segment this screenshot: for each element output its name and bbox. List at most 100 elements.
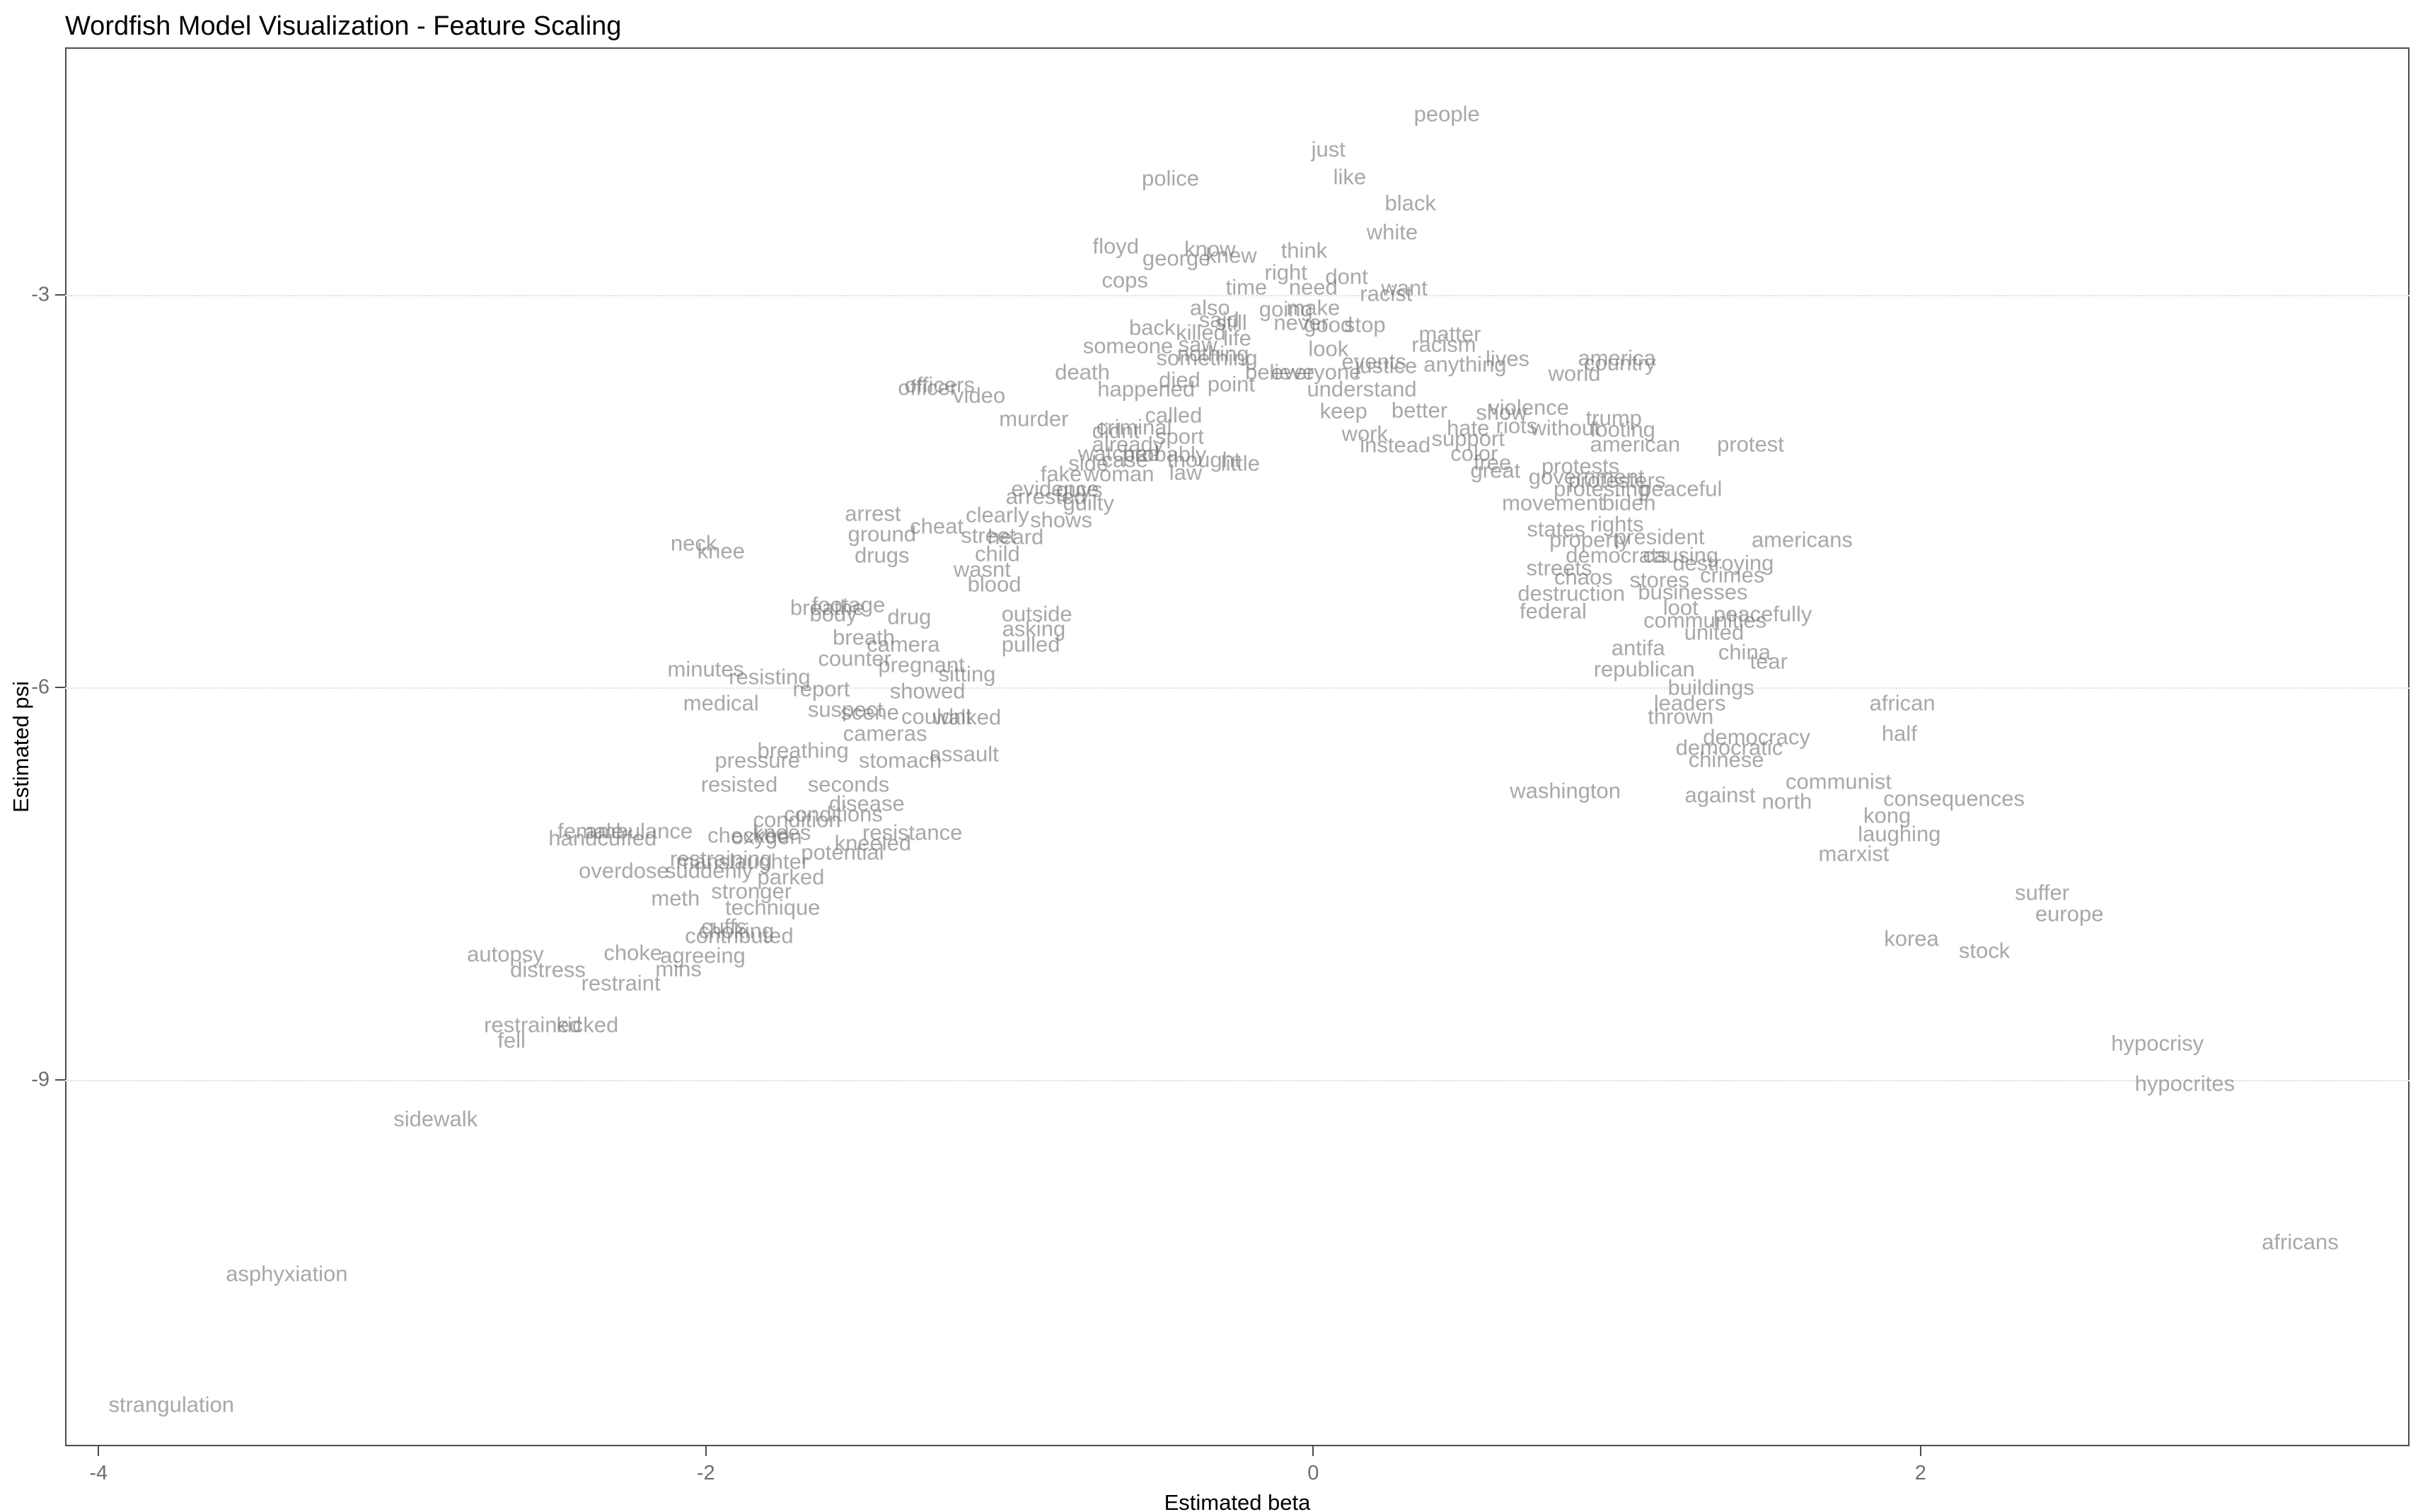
word-label: africans: [2262, 1229, 2339, 1255]
word-label: african: [1869, 690, 1936, 716]
word-label: fell: [497, 1028, 526, 1053]
word-label: overdose: [579, 858, 669, 883]
word-label: america: [1578, 345, 1656, 371]
word-label: watched: [1077, 441, 1160, 466]
word-label: laughing: [1858, 821, 1941, 847]
word-label: still: [1215, 310, 1247, 335]
word-label: restraint: [581, 970, 661, 996]
word-label: democracy: [1703, 724, 1810, 750]
word-label: point: [1207, 371, 1256, 397]
word-label: couldnt: [901, 704, 972, 729]
word-label: united: [1684, 620, 1745, 645]
word-label: think: [1280, 238, 1328, 263]
word-label: suddenly: [665, 858, 753, 883]
word-label: chaos: [1554, 564, 1613, 590]
word-label: camera: [867, 632, 940, 657]
word-label: life: [1223, 325, 1251, 351]
word-label: free: [1473, 450, 1512, 475]
word-label: george: [1142, 245, 1211, 271]
word-label: crimes: [1700, 562, 1765, 588]
word-label: handcuffed: [548, 825, 657, 851]
word-label: color: [1450, 441, 1498, 466]
word-label: against: [1684, 782, 1756, 808]
word-label: causing: [1643, 542, 1719, 568]
word-label: knee: [697, 538, 745, 564]
word-label: without: [1530, 415, 1600, 441]
word-label: believe: [1244, 359, 1315, 385]
word-label: show: [1476, 400, 1527, 425]
word-label: resistance: [862, 820, 963, 845]
word-label: disease: [828, 791, 905, 816]
word-label: assault: [929, 741, 999, 767]
word-label: counter: [818, 646, 891, 671]
word-label: just: [1311, 136, 1346, 162]
word-label: conditions: [784, 801, 883, 827]
word-label: europe: [2035, 901, 2104, 926]
word-label: choke: [603, 940, 663, 965]
word-label: pregnant: [878, 652, 965, 678]
word-label: already: [1092, 431, 1164, 457]
word-label: medical: [683, 690, 759, 716]
word-label: going: [1259, 296, 1313, 322]
y-tick-mark: [55, 293, 65, 296]
word-label: said: [1198, 307, 1239, 332]
word-label: world: [1548, 361, 1601, 386]
x-tick-mark: [705, 1446, 707, 1456]
word-label: cheat: [910, 513, 964, 539]
word-label: contributed: [685, 923, 794, 948]
word-label: sport: [1155, 424, 1204, 449]
word-label: breathe: [789, 595, 865, 620]
word-label: half: [1881, 721, 1917, 746]
word-label: distress: [510, 957, 586, 982]
word-label: guilty: [1063, 490, 1114, 516]
word-label: instead: [1360, 432, 1431, 458]
word-label: restrained: [484, 1012, 582, 1037]
word-label: little: [1220, 450, 1260, 476]
word-label: footage: [811, 592, 886, 617]
word-label: stomach: [858, 748, 942, 773]
word-label: understand: [1307, 376, 1417, 402]
word-label: asking: [1002, 616, 1066, 641]
word-label: resisting: [729, 664, 811, 690]
word-label: back: [1129, 315, 1176, 340]
word-label: something: [1156, 345, 1258, 371]
word-label: dont: [1325, 264, 1368, 289]
word-label: businesses: [1638, 579, 1748, 605]
word-label: violence: [1488, 395, 1569, 420]
word-label: protesting: [1554, 476, 1650, 501]
word-label: breath: [833, 624, 895, 650]
word-label: make: [1286, 295, 1341, 320]
word-label: country: [1584, 350, 1656, 376]
word-label: drug: [887, 604, 932, 629]
word-label: restraining: [669, 846, 773, 871]
word-label: agreeing: [660, 943, 746, 968]
word-label: biden: [1602, 490, 1656, 516]
y-axis-title: Estimated psi: [8, 680, 33, 813]
word-label: knew: [1205, 243, 1257, 268]
x-tick-mark: [98, 1446, 100, 1456]
word-label: right: [1264, 260, 1307, 285]
word-label: floyd: [1092, 233, 1140, 259]
word-label: tear: [1749, 649, 1788, 674]
word-label: report: [792, 676, 850, 702]
word-label: murder: [999, 406, 1069, 431]
word-label: clearly: [966, 502, 1029, 528]
word-label: breathing: [757, 738, 849, 763]
word-label: american: [1590, 431, 1681, 457]
word-label: ground: [848, 521, 916, 547]
y-tick-mark: [55, 1078, 65, 1081]
y-tick-label: -6: [31, 675, 50, 699]
word-label: states: [1527, 516, 1586, 542]
y-tick-label: -9: [31, 1068, 50, 1091]
word-label: movement: [1502, 490, 1604, 516]
word-label: woman: [1083, 461, 1155, 487]
word-label: blood: [967, 571, 1022, 597]
x-axis-title: Estimated beta: [1164, 1490, 1311, 1512]
word-label: democrats: [1566, 542, 1668, 568]
word-label: work: [1341, 421, 1389, 446]
word-label: racism: [1411, 332, 1476, 357]
word-label: peaceful: [1639, 476, 1723, 501]
word-label: death: [1055, 359, 1110, 385]
word-label: buildings: [1667, 675, 1754, 700]
